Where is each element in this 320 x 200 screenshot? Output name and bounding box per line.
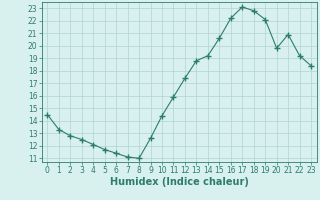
X-axis label: Humidex (Indice chaleur): Humidex (Indice chaleur) bbox=[110, 177, 249, 187]
